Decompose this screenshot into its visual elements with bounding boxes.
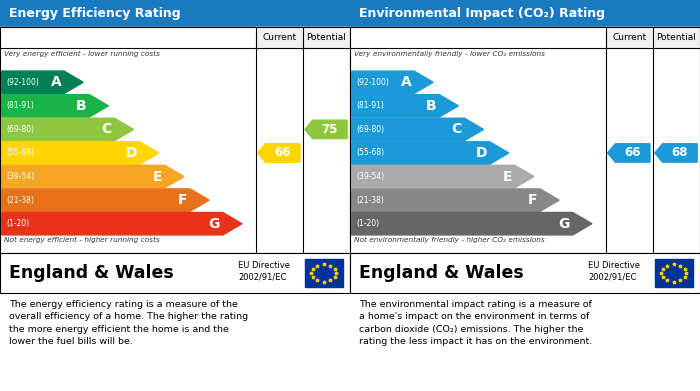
Polygon shape — [258, 144, 300, 162]
Text: The environmental impact rating is a measure of
a home's impact on the environme: The environmental impact rating is a mea… — [358, 300, 592, 346]
Text: Very energy efficient - lower running costs: Very energy efficient - lower running co… — [4, 51, 160, 57]
Text: D: D — [125, 146, 136, 160]
Polygon shape — [608, 144, 650, 162]
Text: D: D — [475, 146, 486, 160]
Text: C: C — [452, 122, 461, 136]
Text: Current: Current — [262, 33, 296, 42]
Polygon shape — [351, 142, 509, 164]
Text: 66: 66 — [274, 147, 291, 160]
Polygon shape — [351, 189, 559, 212]
Text: 68: 68 — [671, 147, 687, 160]
Text: Potential: Potential — [307, 33, 346, 42]
Bar — [256, 27, 350, 48]
Text: B: B — [76, 99, 86, 113]
Text: Not energy efficient - higher running costs: Not energy efficient - higher running co… — [4, 237, 160, 243]
Text: (21-38): (21-38) — [6, 196, 34, 204]
Polygon shape — [1, 95, 108, 117]
Polygon shape — [1, 142, 159, 164]
Text: England & Wales: England & Wales — [8, 264, 174, 282]
Text: Energy Efficiency Rating: Energy Efficiency Rating — [8, 7, 181, 20]
Text: EU Directive
2002/91/EC: EU Directive 2002/91/EC — [588, 260, 640, 282]
Text: (55-68): (55-68) — [356, 149, 384, 158]
Bar — [304, 258, 343, 287]
Text: Very environmentally friendly - lower CO₂ emissions: Very environmentally friendly - lower CO… — [354, 51, 545, 57]
Text: G: G — [209, 217, 220, 231]
Text: (92-100): (92-100) — [6, 78, 38, 87]
Polygon shape — [1, 165, 184, 188]
Text: The energy efficiency rating is a measure of the
overall efficiency of a home. T: The energy efficiency rating is a measur… — [8, 300, 248, 346]
Text: 66: 66 — [624, 147, 641, 160]
Polygon shape — [351, 95, 458, 117]
Text: Potential: Potential — [657, 33, 696, 42]
Text: Current: Current — [612, 33, 646, 42]
Text: G: G — [559, 217, 570, 231]
Polygon shape — [351, 118, 484, 141]
Text: (69-80): (69-80) — [6, 125, 34, 134]
Text: (69-80): (69-80) — [356, 125, 384, 134]
Polygon shape — [351, 71, 433, 93]
Text: (55-68): (55-68) — [6, 149, 34, 158]
Polygon shape — [1, 71, 83, 93]
Text: EU Directive
2002/91/EC: EU Directive 2002/91/EC — [238, 260, 290, 282]
Text: E: E — [503, 170, 512, 183]
Text: F: F — [528, 193, 537, 207]
Text: 75: 75 — [321, 123, 337, 136]
Text: (39-54): (39-54) — [6, 172, 34, 181]
Polygon shape — [1, 212, 242, 235]
Polygon shape — [305, 120, 347, 139]
Text: F: F — [178, 193, 187, 207]
Text: Not environmentally friendly - higher CO₂ emissions: Not environmentally friendly - higher CO… — [354, 237, 545, 243]
Text: (81-91): (81-91) — [356, 101, 384, 110]
Text: A: A — [400, 75, 411, 89]
Text: C: C — [102, 122, 111, 136]
Polygon shape — [1, 189, 209, 212]
Text: (1-20): (1-20) — [356, 219, 379, 228]
Bar — [654, 258, 693, 287]
Text: (81-91): (81-91) — [6, 101, 34, 110]
Polygon shape — [1, 118, 134, 141]
Bar — [606, 27, 700, 48]
Text: Environmental Impact (CO₂) Rating: Environmental Impact (CO₂) Rating — [358, 7, 605, 20]
Text: (92-100): (92-100) — [356, 78, 389, 87]
Text: (39-54): (39-54) — [356, 172, 384, 181]
Text: (1-20): (1-20) — [6, 219, 29, 228]
Polygon shape — [351, 212, 592, 235]
Text: B: B — [426, 99, 436, 113]
Text: E: E — [153, 170, 162, 183]
Text: A: A — [50, 75, 61, 89]
Text: (21-38): (21-38) — [356, 196, 384, 204]
Polygon shape — [655, 144, 697, 162]
Polygon shape — [351, 165, 534, 188]
Text: England & Wales: England & Wales — [358, 264, 524, 282]
